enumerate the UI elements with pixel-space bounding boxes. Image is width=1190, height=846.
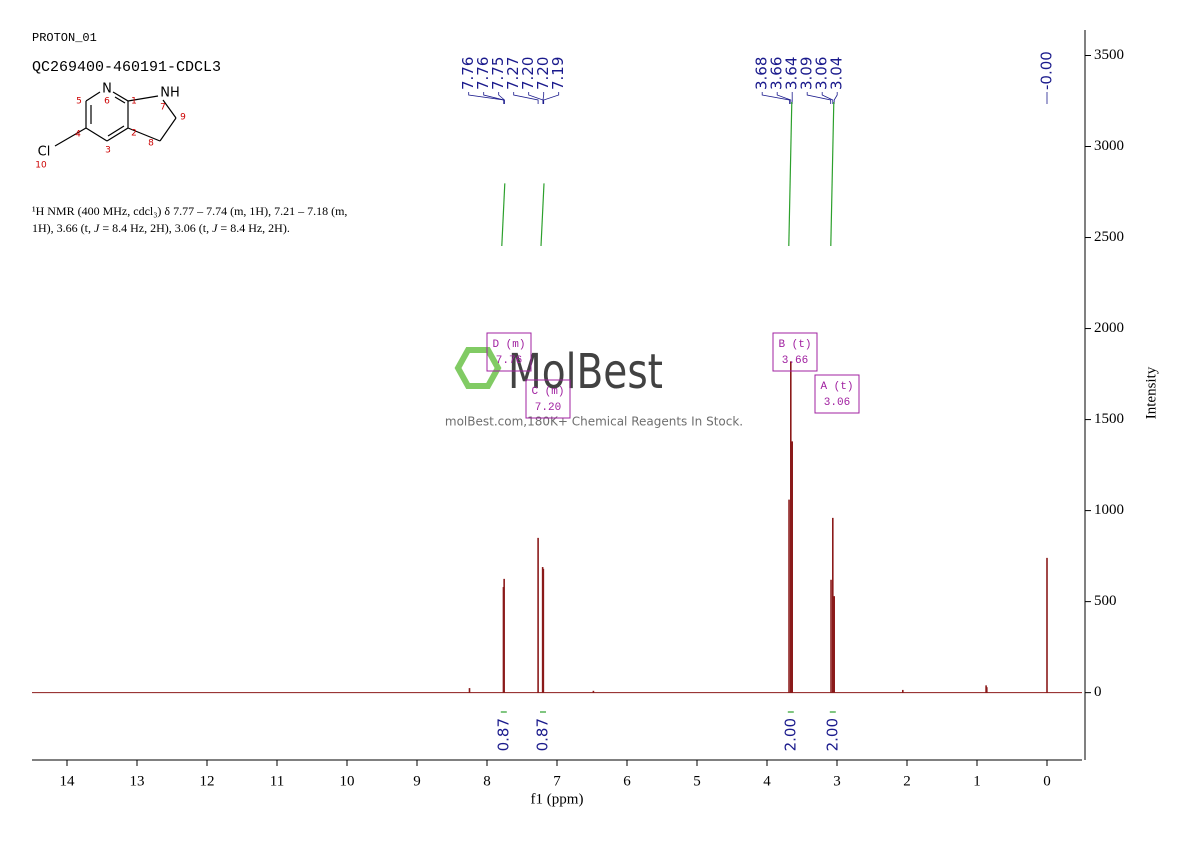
atom: Cl (38, 145, 51, 160)
x-tick-label: 12 (200, 773, 215, 789)
integral-curve (502, 183, 505, 246)
y-tick-label: 2000 (1094, 320, 1124, 336)
description: 1H), 3.66 (t, J = 8.4 Hz, 2H), 3.06 (t, … (32, 221, 290, 235)
peak-label: -0.00 (1038, 51, 1056, 90)
atom-number: 4 (75, 130, 81, 140)
y-tick-label: 1000 (1094, 502, 1124, 518)
multiplet-label: A (t) (820, 381, 853, 393)
x-tick-label: 11 (270, 773, 284, 789)
x-tick-label: 4 (763, 773, 771, 789)
peak-leader (514, 92, 538, 104)
peak-label: 7.19 (549, 57, 567, 90)
atom-number: 8 (148, 139, 154, 149)
description-part: = 8.4 Hz, 2H), 3.06 (t, (99, 221, 212, 235)
y-tick-label: 2500 (1094, 229, 1124, 245)
x-tick-label: 7 (553, 773, 561, 789)
peak-leader (822, 92, 833, 104)
x-tick-label: 14 (60, 773, 76, 789)
molecule (55, 92, 176, 146)
multiplet-label: C (m) (531, 386, 564, 398)
multiplet-shift: 3.66 (782, 355, 808, 367)
y-tick-label: 0 (1094, 684, 1102, 700)
description: ¹H NMR (400 MHz, cdcl₃) δ 7.77 – 7.74 (m… (32, 204, 347, 218)
x-tick-label: 10 (340, 773, 355, 789)
watermark: MolBest molBest.com,180K+ Chemical Reage… (445, 344, 743, 429)
integral-label: 2.00 (823, 718, 841, 751)
atom-number: 6 (104, 97, 110, 107)
x-tick-label: 1 (973, 773, 981, 789)
integral-label: 2.00 (781, 718, 799, 751)
atom-number: 7 (160, 103, 166, 113)
x-tick-label: 9 (413, 773, 421, 789)
peak-leader (529, 92, 543, 104)
x-tick-label: 2 (903, 773, 911, 789)
multiplet-label: D (m) (492, 339, 525, 351)
peak-leader (544, 92, 559, 104)
description-part: = 8.4 Hz, 2H). (217, 221, 289, 235)
x-axis-label: f1 (ppm) (531, 791, 584, 807)
peak-label: 3.04 (828, 57, 846, 90)
integral-curve (541, 183, 544, 246)
multiplet-label: B (t) (778, 339, 811, 351)
integral-label: 0.87 (534, 718, 552, 751)
x-tick-label: 0 (1043, 773, 1051, 789)
atom-number: 10 (35, 161, 47, 171)
y-axis-label: Intensity (1143, 366, 1159, 419)
x-tick-label: 6 (623, 773, 631, 789)
y-tick-label: 500 (1094, 593, 1117, 609)
atom: N (102, 82, 112, 97)
integral-curve (789, 102, 792, 246)
multiplet-shift: 7.20 (535, 402, 561, 414)
x-tick-label: 5 (693, 773, 701, 789)
x-tick-label: 13 (130, 773, 145, 789)
sample-id: QC269400-460191-CDCL3 (32, 59, 221, 76)
peak-leader (484, 92, 504, 104)
y-tick-label: 3500 (1094, 47, 1124, 63)
x-tick-label: 3 (833, 773, 841, 789)
y-tick-label: 3000 (1094, 138, 1124, 154)
experiment: PROTON_01 (32, 31, 97, 45)
integral-curve (831, 102, 834, 246)
watermark-tagline: molBest.com,180K+ Chemical Reagents In S… (445, 415, 743, 429)
atom-number: 1 (131, 97, 137, 107)
description-part: 1H), 3.66 (t, (32, 221, 94, 235)
atom-number: 3 (105, 146, 111, 156)
peak-leader (807, 92, 831, 104)
multiplet-shift: 7.76 (496, 355, 522, 367)
atom-number: 9 (180, 113, 186, 123)
atom: NH (160, 86, 180, 101)
y-tick-label: 1500 (1094, 411, 1124, 427)
atom-number: 2 (131, 129, 137, 139)
multiplet-shift: 3.06 (824, 397, 850, 409)
atom-number: 5 (76, 97, 82, 107)
x-tick-label: 8 (483, 773, 491, 789)
peak-leader (834, 92, 837, 104)
integral-label: 0.87 (494, 718, 512, 751)
